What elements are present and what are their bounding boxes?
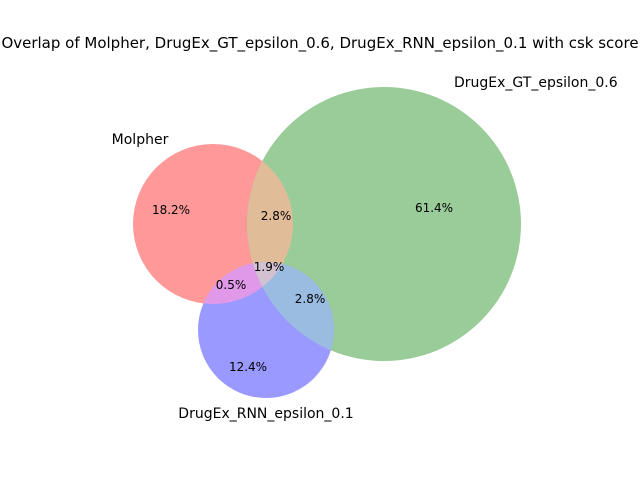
overlap-molpher-rnn xyxy=(198,262,293,304)
set-label-molpher: Molpher xyxy=(112,132,169,148)
region-label-molpher-rnn: 0.5% xyxy=(216,278,247,292)
region-label-rnn-only: 12.4% xyxy=(229,360,267,374)
region-label-all-three: 1.9% xyxy=(254,260,285,274)
region-label-molpher-only: 18.2% xyxy=(152,203,190,217)
region-label-molpher-gt: 2.8% xyxy=(261,209,292,223)
set-label-drugex-rnn: DrugEx_RNN_epsilon_0.1 xyxy=(178,406,353,422)
region-label-gt-only: 61.4% xyxy=(415,201,453,215)
chart-title: Overlap of Molpher, DrugEx_GT_epsilon_0.… xyxy=(1,34,638,53)
set-label-drugex-gt: DrugEx_GT_epsilon_0.6 xyxy=(454,75,618,91)
region-label-gt-rnn: 2.8% xyxy=(295,292,326,306)
